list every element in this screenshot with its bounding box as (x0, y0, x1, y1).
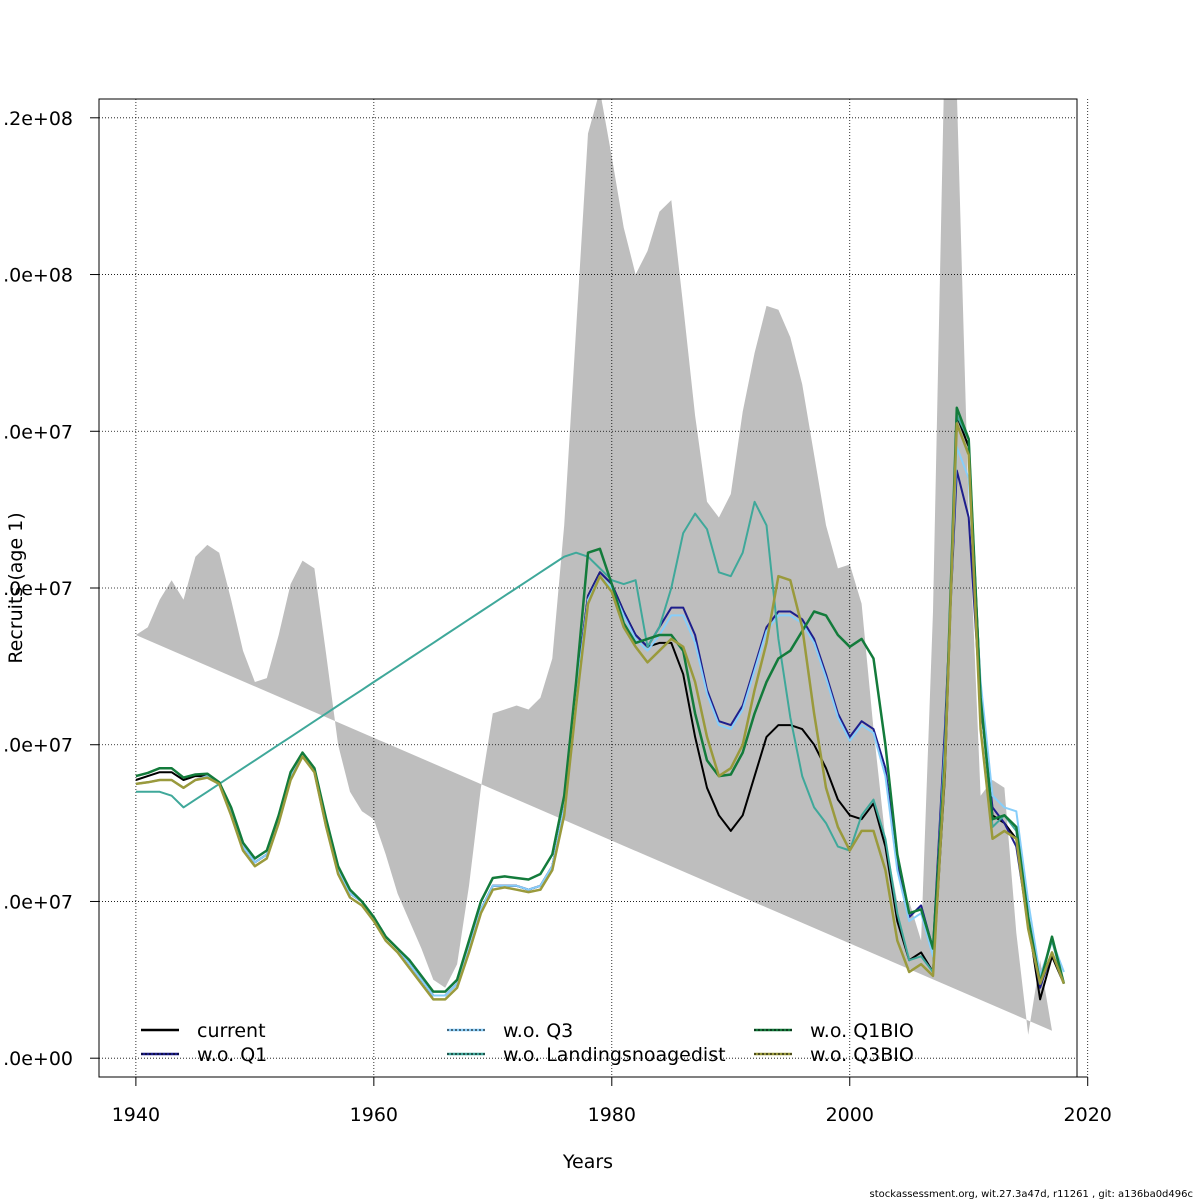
y-tick-label: .0e+07 (3, 891, 73, 913)
series-line-3 (135, 414, 1065, 984)
series-line-5 (135, 422, 1066, 1001)
legend-label: w.o. Q1 (197, 1044, 267, 1066)
x-tick-label: 2020 (1064, 1104, 1112, 1126)
confidence-band-layer (135, 99, 1052, 1035)
y-tick-label: .0e+08 (3, 265, 73, 287)
legend-label: current (197, 1020, 266, 1042)
series-line-4 (135, 406, 1066, 993)
legend-label: w.o. Landingsnoagedist (503, 1044, 726, 1066)
confidence-band (135, 99, 1052, 1035)
legend-label: w.o. Q3 (503, 1020, 573, 1042)
y-tick-label: .0e+07 (3, 421, 73, 443)
legend-label: w.o. Q3BIO (810, 1044, 914, 1066)
footer-credit: stockassessment.org, wit.27.3a47d, r1126… (870, 1189, 1194, 1200)
x-axis-title: Years (562, 1151, 613, 1173)
x-tick-label: 1960 (350, 1104, 398, 1126)
y-tick-label: .0e+07 (3, 578, 73, 600)
x-tick-label: 1980 (588, 1104, 636, 1126)
y-tick-label: .0e+00 (3, 1048, 73, 1070)
grid-layer (99, 99, 1089, 1077)
y-axis: .0e+00 .0e+07 .0e+07 .0e+07 .0e+07 .0e+08 .2e+… (3, 108, 100, 1070)
y-tick-label: .0e+07 (3, 735, 73, 757)
y-tick-label: .2e+08 (3, 108, 73, 130)
x-axis: 1940 1960 1980 2000 2020 (112, 1076, 1112, 1126)
legend-label: w.o. Q1BIO (810, 1020, 914, 1042)
series-layer (135, 406, 1066, 1001)
y-axis-title: Recruits (age 1) (5, 512, 27, 663)
x-tick-label: 1940 (112, 1104, 160, 1126)
x-tick-label: 2000 (826, 1104, 874, 1126)
